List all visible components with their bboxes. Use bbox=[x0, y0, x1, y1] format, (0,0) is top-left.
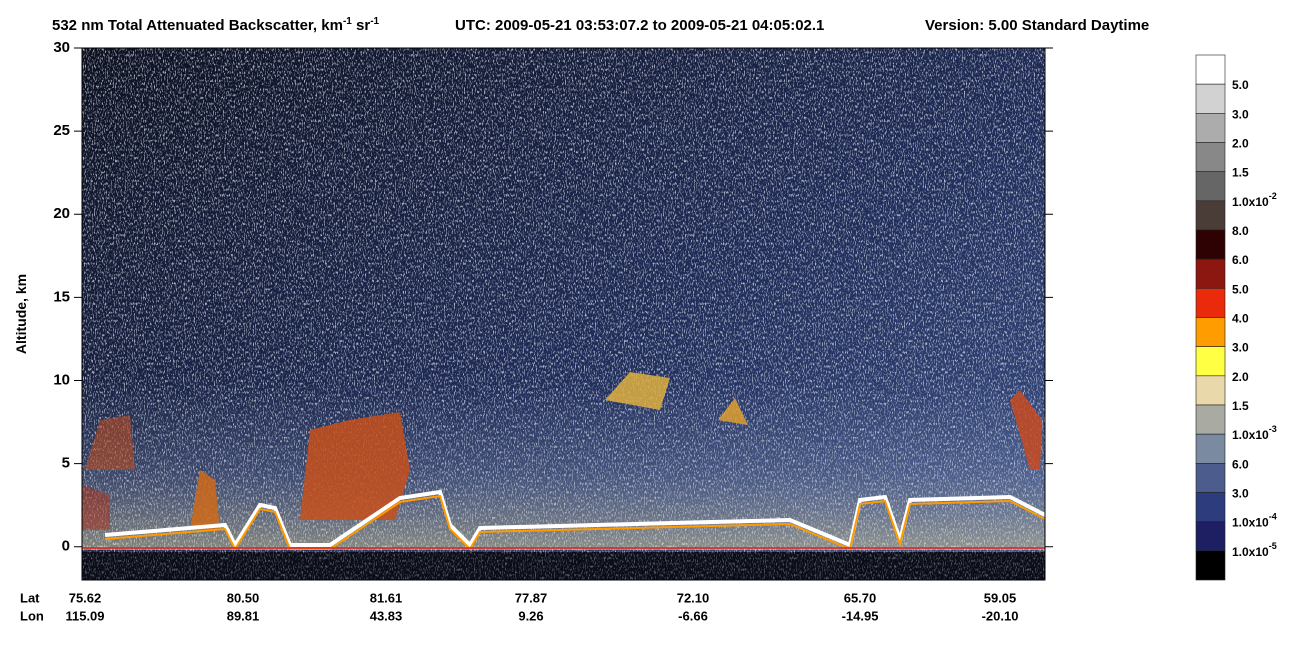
colorbar-label-text: 1.0x10 bbox=[1232, 545, 1269, 559]
lon-value: 89.81 bbox=[227, 608, 260, 623]
lat-value: 65.70 bbox=[844, 590, 877, 605]
title-exponent: -1 bbox=[370, 16, 379, 27]
colorbar-label: 1.0x10-2 bbox=[1232, 191, 1277, 209]
y-tick-label: 30 bbox=[53, 39, 70, 56]
backscatter-image bbox=[81, 47, 1046, 581]
colorbar-label-text: 5.0 bbox=[1232, 78, 1249, 92]
colorbar-swatch bbox=[1195, 229, 1226, 260]
colorbar-label: 2.0 bbox=[1232, 137, 1249, 151]
colorbar-label: 3.0 bbox=[1232, 108, 1249, 122]
colorbar-label-exponent: -3 bbox=[1269, 425, 1277, 435]
lon-value: -20.10 bbox=[982, 608, 1019, 623]
colorbar-swatch bbox=[1195, 463, 1226, 493]
colorbar-label-text: 2.0 bbox=[1232, 137, 1249, 151]
title-quantity: 532 nm Total Attenuated Backscatter, km bbox=[52, 17, 343, 34]
colorbar-label-exponent: -4 bbox=[1269, 512, 1277, 522]
colorbar-label: 1.5 bbox=[1232, 399, 1249, 413]
colorbar-label-text: 3.0 bbox=[1232, 108, 1249, 122]
colorbar-label: 1.0x10-5 bbox=[1232, 541, 1277, 559]
colorbar-label: 3.0 bbox=[1232, 341, 1249, 355]
lon-label: Lon bbox=[20, 608, 44, 623]
lat-label: Lat bbox=[20, 590, 40, 605]
colorbar-swatch bbox=[1195, 375, 1226, 406]
title-unit: sr bbox=[352, 17, 371, 34]
colorbar-swatch bbox=[1195, 317, 1226, 347]
colorbar-label: 3.0 bbox=[1232, 487, 1249, 501]
colorbar-label-text: 3.0 bbox=[1232, 341, 1249, 355]
y-tick-label: 10 bbox=[53, 371, 70, 388]
colorbar-label-exponent: -2 bbox=[1269, 191, 1277, 201]
colorbar-label: 5.0 bbox=[1232, 283, 1249, 297]
lat-value: 81.61 bbox=[370, 590, 403, 605]
y-tick-label: 20 bbox=[53, 205, 70, 222]
colorbar-label-text: 5.0 bbox=[1232, 283, 1249, 297]
colorbar-label: 8.0 bbox=[1232, 224, 1249, 238]
lat-value: 77.87 bbox=[515, 590, 548, 605]
colorbar-label-text: 3.0 bbox=[1232, 487, 1249, 501]
colorbar-label: 5.0 bbox=[1232, 78, 1249, 92]
colorbar-label: 4.0 bbox=[1232, 312, 1249, 326]
colorbar-swatch bbox=[1195, 200, 1226, 231]
colorbar-swatch bbox=[1195, 54, 1226, 85]
colorbar-swatch bbox=[1195, 404, 1226, 435]
lat-value: 75.62 bbox=[69, 590, 102, 605]
lat-value: 80.50 bbox=[227, 590, 260, 605]
colorbar-label: 6.0 bbox=[1232, 253, 1249, 267]
y-tick-label: 0 bbox=[62, 538, 70, 555]
colorbar-label-text: 1.5 bbox=[1232, 166, 1249, 180]
lon-value: 43.83 bbox=[370, 608, 403, 623]
y-tick-label: 5 bbox=[62, 455, 70, 472]
colorbar-swatch bbox=[1195, 550, 1226, 581]
colorbar-swatch bbox=[1195, 433, 1226, 464]
title-time: UTC: 2009-05-21 03:53:07.2 to 2009-05-21… bbox=[455, 17, 824, 34]
lon-value: 115.09 bbox=[65, 608, 104, 623]
colorbar-label-text: 1.0x10 bbox=[1232, 516, 1269, 530]
title-exponent: -1 bbox=[343, 16, 352, 27]
lon-value: -14.95 bbox=[842, 608, 879, 623]
colorbar-label: 6.0 bbox=[1232, 458, 1249, 472]
lon-value: -6.66 bbox=[678, 608, 708, 623]
colorbar-label: 1.0x10-4 bbox=[1232, 512, 1277, 530]
y-tick-label: 15 bbox=[53, 288, 70, 305]
colorbar-label-text: 4.0 bbox=[1232, 312, 1249, 326]
colorbar-label-text: 1.0x10 bbox=[1232, 195, 1269, 209]
colorbar-label: 1.0x10-3 bbox=[1232, 425, 1277, 443]
colorbar-swatch bbox=[1195, 521, 1226, 552]
colorbar-swatch bbox=[1195, 346, 1226, 377]
colorbar-swatch bbox=[1195, 142, 1226, 172]
lat-value: 72.10 bbox=[677, 590, 710, 605]
colorbar-label-text: 6.0 bbox=[1232, 458, 1249, 472]
colorbar-swatch bbox=[1195, 288, 1226, 318]
lat-value: 59.05 bbox=[984, 590, 1017, 605]
colorbar-label-exponent: -5 bbox=[1269, 541, 1277, 551]
colorbar-swatch bbox=[1195, 113, 1226, 143]
chart-title: 532 nm Total Attenuated Backscatter, km-… bbox=[52, 16, 380, 34]
colorbar-swatch bbox=[1195, 258, 1226, 289]
colorbar-label: 1.5 bbox=[1232, 166, 1249, 180]
title-version: Version: 5.00 Standard Daytime bbox=[925, 17, 1149, 34]
colorbar-swatch bbox=[1195, 492, 1226, 522]
colorbar-label-text: 2.0 bbox=[1232, 370, 1249, 384]
colorbar-swatch bbox=[1195, 171, 1226, 202]
colorbar-label: 2.0 bbox=[1232, 370, 1249, 384]
colorbar-label-text: 8.0 bbox=[1232, 224, 1249, 238]
colorbar-label-text: 1.5 bbox=[1232, 399, 1249, 413]
y-tick-label: 25 bbox=[53, 122, 70, 139]
colorbar-label-text: 1.0x10 bbox=[1232, 428, 1269, 442]
colorbar-swatch bbox=[1195, 83, 1226, 114]
lon-value: 9.26 bbox=[518, 608, 543, 623]
y-axis-label: Altitude, km bbox=[13, 274, 29, 354]
colorbar-label-text: 6.0 bbox=[1232, 253, 1249, 267]
